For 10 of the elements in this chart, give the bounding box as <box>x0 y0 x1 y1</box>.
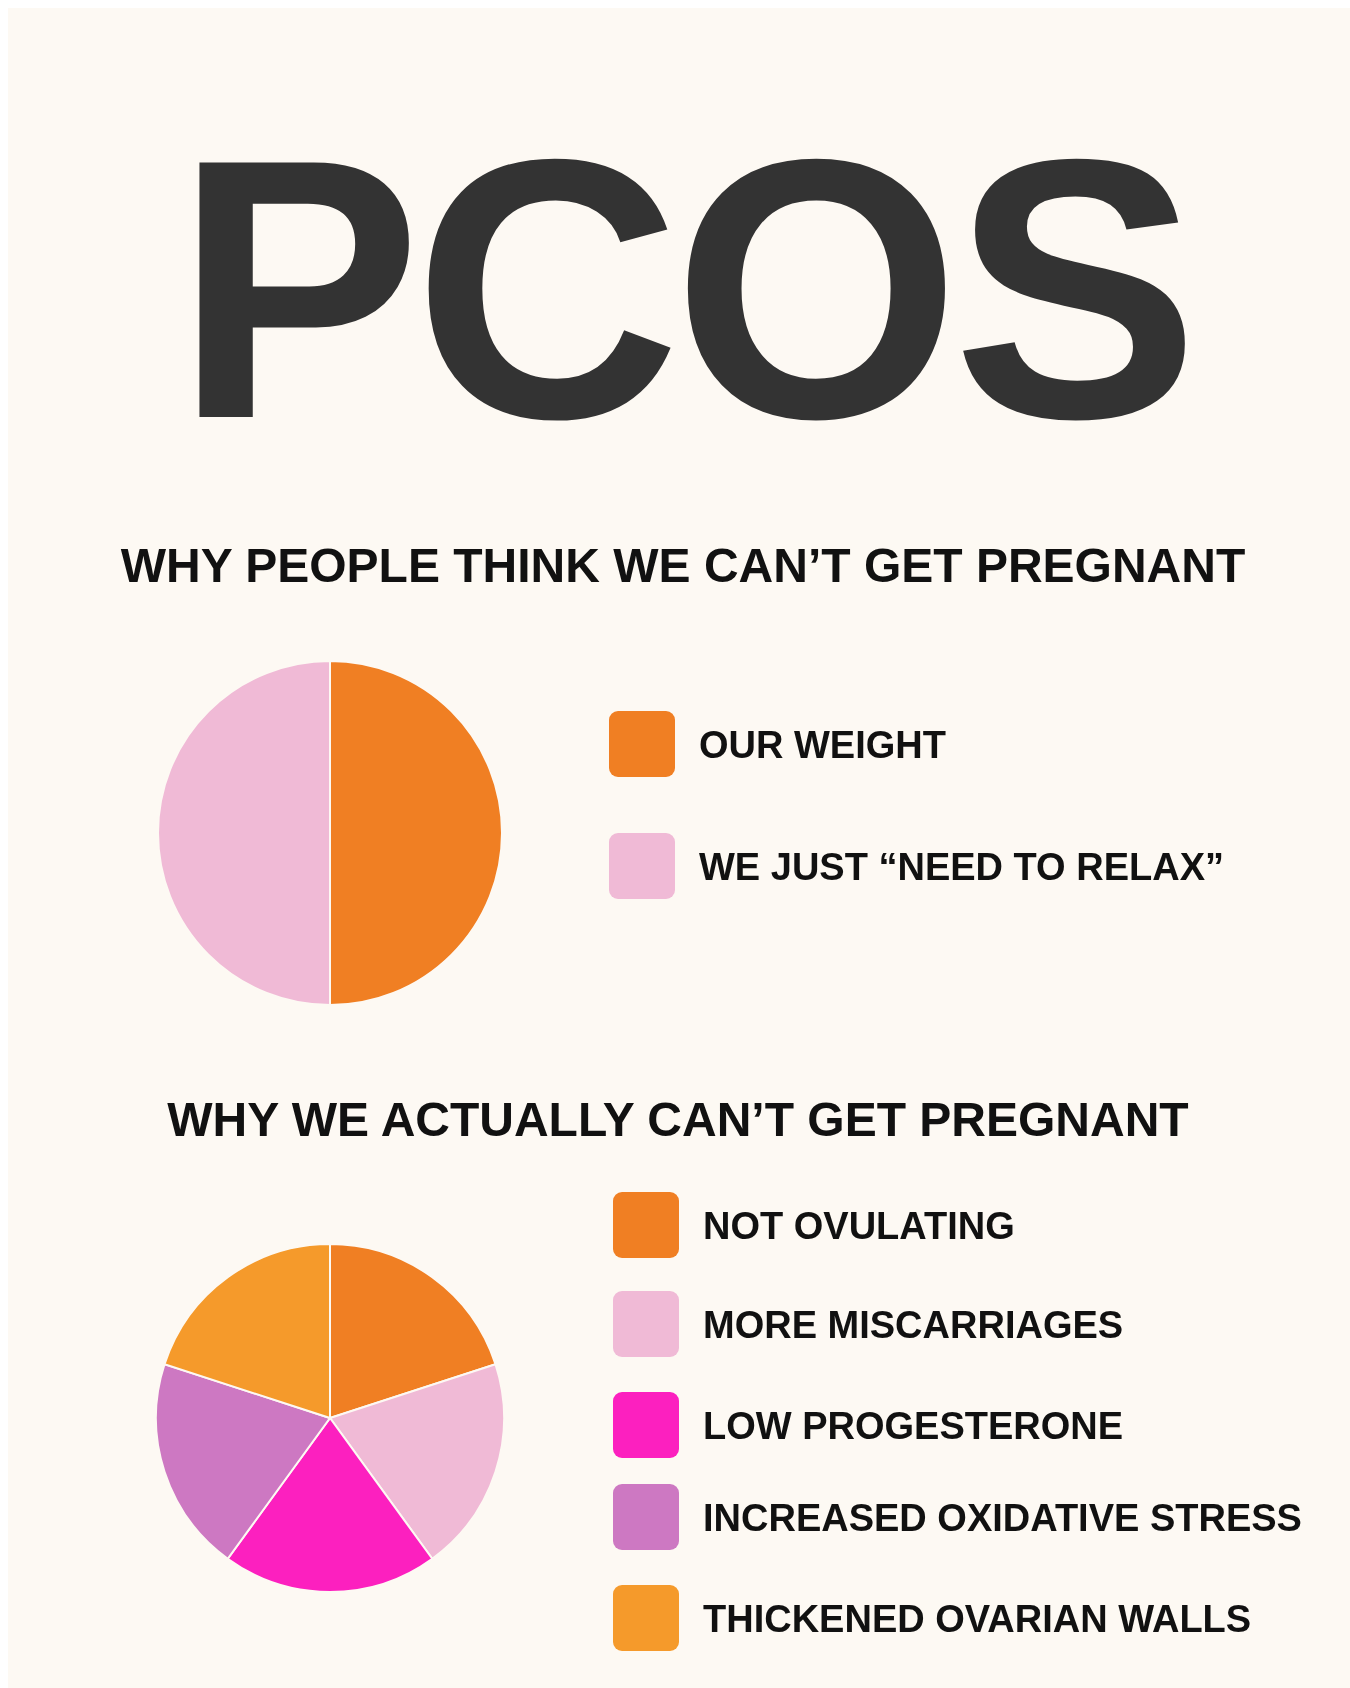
legend-label: LOW PROGESTERONE <box>703 1405 1124 1447</box>
chart-title: WHY WE ACTUALLY CAN’T GET PREGNANT <box>167 1093 1189 1146</box>
legend-label: WE JUST “NEED TO RELAX” <box>699 846 1225 888</box>
legend-label: NOT OVULATING <box>703 1205 1015 1247</box>
legend-label: MORE MISCARRIAGES <box>703 1304 1124 1346</box>
chart-title: PCOS <box>174 82 1192 495</box>
legend-label: THICKENED OVARIAN WALLS <box>703 1598 1252 1640</box>
legend-label: INCREASED OXIDATIVE STRESS <box>703 1497 1302 1539</box>
chart-subtitle: WHY PEOPLE THINK WE CAN’T GET PREGNANT <box>120 539 1246 592</box>
legend-label: OUR WEIGHT <box>699 724 946 766</box>
